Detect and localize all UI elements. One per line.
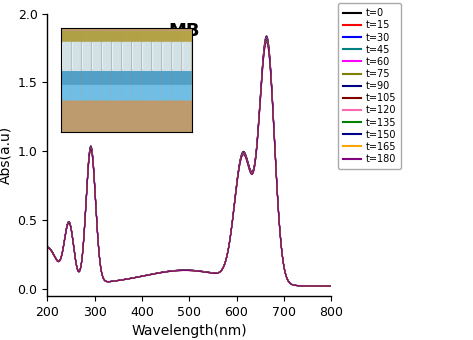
X-axis label: Wavelength(nm): Wavelength(nm) <box>131 324 247 338</box>
Text: MB: MB <box>169 22 200 40</box>
Y-axis label: Abs(a.u): Abs(a.u) <box>0 126 12 184</box>
Legend: t=0, t=15, t=30, t=45, t=60, t=75, t=90, t=105, t=120, t=135, t=150, t=165, t=18: t=0, t=15, t=30, t=45, t=60, t=75, t=90,… <box>338 3 401 169</box>
